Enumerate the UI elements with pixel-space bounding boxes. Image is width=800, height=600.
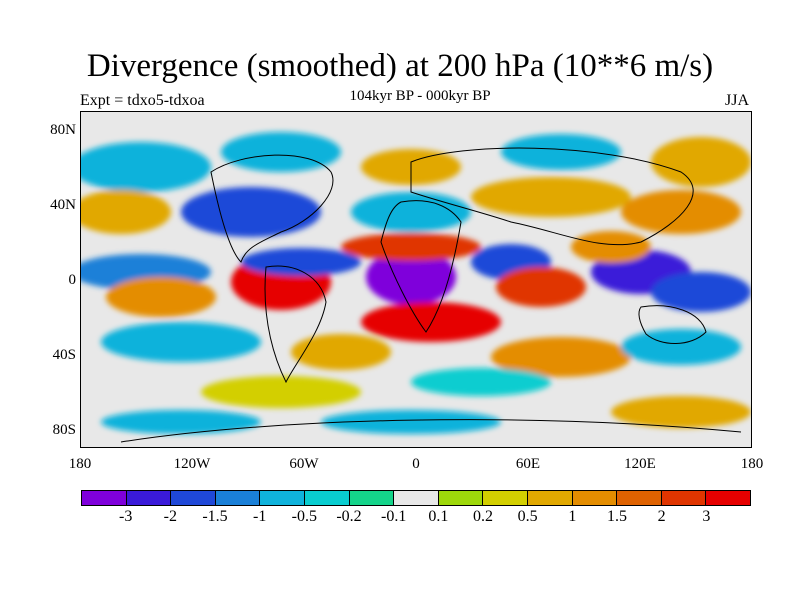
colorbar-swatch [572,490,618,506]
colorbar-tick-label: -2 [163,508,177,525]
colorbar-swatch [171,490,216,506]
colorbar-tick-label: 3 [702,508,711,525]
colorbar-swatch [706,490,751,506]
colorbar-tick-label: -0.5 [291,508,317,525]
colorbar-swatch [304,490,350,506]
divergence-field [81,132,751,434]
colorbar-tick-label: 1 [568,508,577,525]
colorbar-tick-label: -3 [118,508,133,525]
colorbar-tick-label: 2 [657,508,666,525]
divergence-map [80,111,752,448]
season-label: JJA [725,92,750,109]
lon-label-180e: 180 [740,456,764,472]
colorbar-tick-label: -1.5 [202,508,228,525]
colorbar-swatch [215,490,261,506]
lat-label-80s: 80S [52,422,76,438]
lat-label-80n: 80N [50,122,76,138]
colorbar-swatch [81,490,127,506]
lon-label-0: 0 [412,456,420,472]
colorbar-swatch [438,490,484,506]
colorbar-swatch [260,490,305,506]
colorbar-tick-label: -0.1 [380,508,407,525]
colorbar-swatch [617,490,662,506]
map-subtitle: 104kyr BP - 000kyr BP [349,88,491,104]
lon-label-60w: 60W [289,456,319,472]
colorbar-swatch [483,490,528,506]
colorbar-tick-label: 1.5 [607,508,627,525]
colorbar-swatch [126,490,172,506]
colorbar-tick-label: -0.2 [336,508,362,525]
lon-label-180w: 180 [68,456,92,472]
colorbar-swatch [527,490,573,506]
colorbar-tick-label: 0.2 [473,508,493,525]
lon-label-120e: 120E [624,456,656,472]
colorbar-tick-label: 0.1 [428,508,449,525]
lat-label-40n: 40N [50,197,76,213]
lon-label-60e: 60E [515,456,541,472]
colorbar-swatch [661,490,707,506]
colorbar-swatch [349,490,395,506]
colorbar-tick-label: 0.5 [517,508,538,525]
experiment-label: Expt = tdxo5-tdxoa [80,92,205,109]
lat-label-0: 0 [68,272,77,288]
colorbar-tick-label: -1 [252,508,267,525]
lon-label-120w: 120W [173,456,211,472]
lat-label-40s: 40S [52,347,76,363]
colorbar [81,490,751,506]
map-canvas [81,112,751,447]
coastlines [120,147,742,443]
colorbar-swatch [394,490,439,506]
map-title: Divergence (smoothed) at 200 hPa (10**6 … [86,48,714,84]
